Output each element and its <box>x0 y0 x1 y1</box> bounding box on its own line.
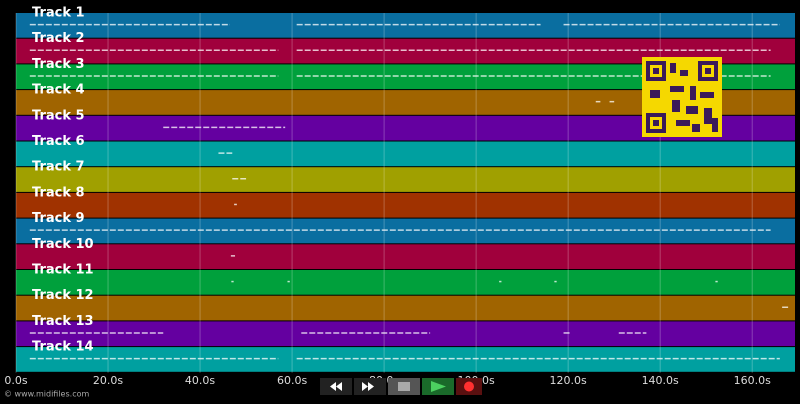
qr-code <box>642 57 722 137</box>
controls <box>320 378 482 395</box>
track-band <box>16 295 795 321</box>
time-tick-label: 40.0s <box>185 374 215 387</box>
track-label: Track 7 <box>32 160 85 175</box>
track-labels: Track 1 Track 2 Track 3 Track 4 Track 5 Track… <box>32 6 94 355</box>
track-label: Track 11 <box>32 263 94 278</box>
track-band <box>16 141 795 167</box>
time-tick-label: 60.0s <box>277 374 307 387</box>
time-tick-label: 120.0s <box>550 374 587 387</box>
stop-button[interactable] <box>388 378 420 395</box>
play-button[interactable] <box>422 378 454 395</box>
track-label: Track 9 <box>32 211 85 226</box>
track-band <box>16 167 795 192</box>
time-tick-label: 160.0s <box>734 374 771 387</box>
track-band <box>16 192 795 218</box>
track-band <box>16 218 795 244</box>
track-label: Track 2 <box>32 31 85 46</box>
track-label: Track 13 <box>32 314 94 329</box>
track-band <box>16 321 795 347</box>
time-tick-label: 20.0s <box>93 374 123 387</box>
time-tick-label: 0.0s <box>4 374 27 387</box>
copyright: © www.midifiles.com <box>4 390 89 399</box>
track-label: Track 5 <box>32 108 85 123</box>
track-label: Track 1 <box>32 6 85 21</box>
track-band <box>16 270 795 295</box>
track-label: Track 4 <box>32 83 85 98</box>
track-label: Track 12 <box>32 288 94 303</box>
track-band <box>16 244 795 269</box>
track-band <box>16 347 795 372</box>
track-label: Track 3 <box>32 57 85 72</box>
record-button[interactable] <box>456 378 482 395</box>
track-label: Track 6 <box>32 134 85 149</box>
track-label: Track 14 <box>32 340 94 355</box>
time-tick-label: 140.0s <box>642 374 679 387</box>
forward-button[interactable] <box>354 378 386 395</box>
rewind-button[interactable] <box>320 378 352 395</box>
track-label: Track 10 <box>32 237 94 252</box>
time-axis: 0.0s20.0s40.0s60.0s80.0s100.0s120.0s140.… <box>4 374 771 387</box>
track-label: Track 8 <box>32 185 85 200</box>
track-band <box>16 13 795 38</box>
